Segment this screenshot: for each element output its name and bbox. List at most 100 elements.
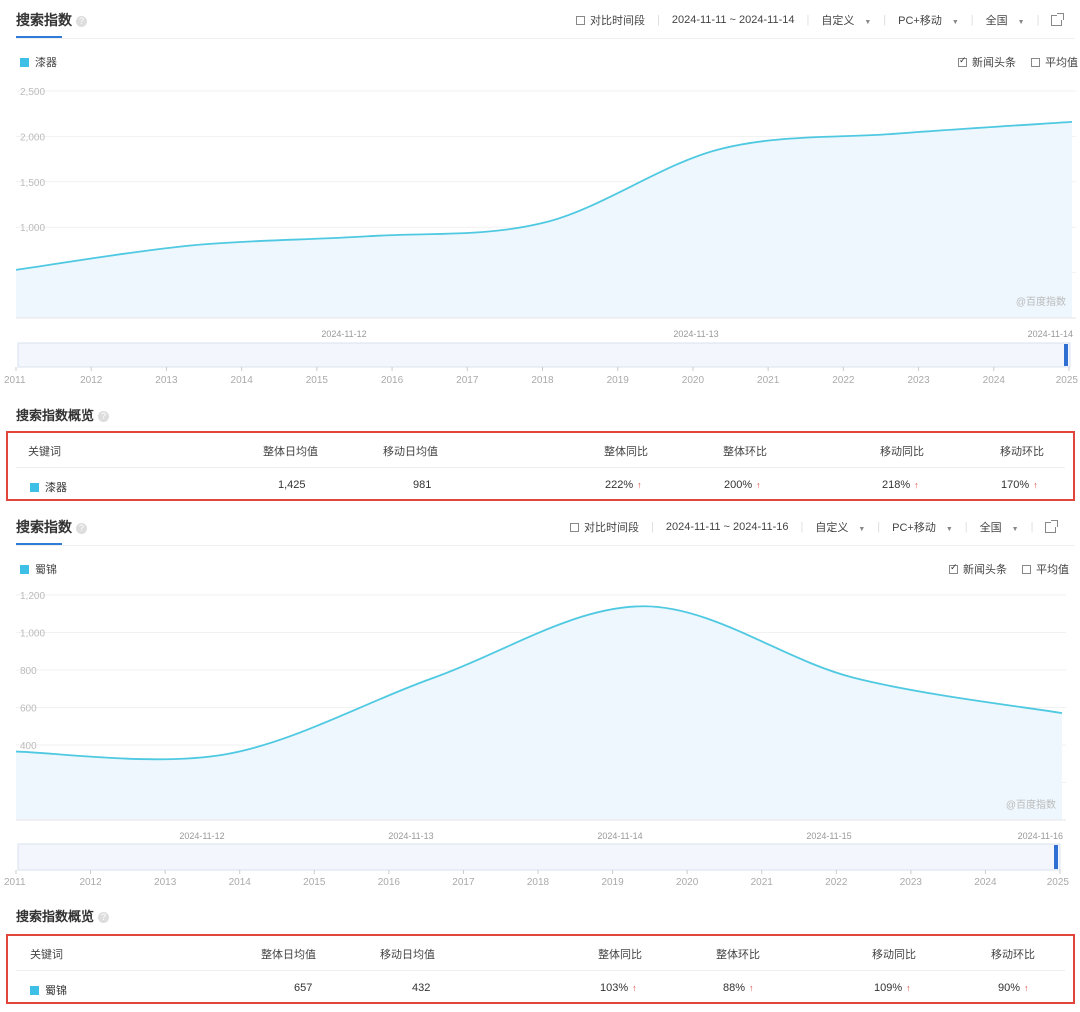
x-tick-label: 2024-11-12 [179, 831, 224, 841]
col-mobile-mom: 移动环比 [1000, 446, 1044, 458]
question-circle-icon[interactable]: ? [98, 912, 110, 923]
legend-item[interactable]: 漆器 [20, 54, 57, 70]
date-range[interactable]: 2024-11-11 ~ 2024-11-14 [671, 14, 795, 26]
compare-checkbox[interactable]: 对比时间段 [570, 519, 639, 535]
year-label: 2019 [601, 877, 624, 888]
arrow-up-icon: ↑ [749, 983, 754, 993]
arrow-up-icon: ↑ [637, 480, 642, 490]
y-tick-label: 2,000 [20, 132, 45, 143]
y-tick-label: 1,500 [20, 178, 45, 189]
checkbox-icon[interactable] [570, 523, 579, 532]
arrow-up-icon: ↑ [1024, 983, 1029, 993]
tab-underline [16, 543, 62, 545]
news-checkbox[interactable]: 新闻头条 [958, 55, 1016, 69]
search-index-panel: 搜索指数? 对比时间段 | 2024-11-11 ~ 2024-11-16 | … [0, 507, 1080, 1012]
arrow-up-icon: ↑ [914, 480, 919, 490]
y-tick-label: 1,000 [20, 223, 45, 234]
x-tick-label: 2024-11-16 [1018, 831, 1063, 841]
average-checkbox[interactable]: 平均值 [1031, 57, 1078, 69]
x-tick-label: 2024-11-14 [597, 831, 642, 841]
year-label: 2016 [378, 877, 401, 888]
x-tick-label: 2024-11-13 [673, 329, 718, 339]
news-checkbox[interactable]: 新闻头条 [949, 562, 1007, 576]
external-link-icon[interactable] [1045, 519, 1059, 533]
question-circle-icon[interactable]: ? [98, 411, 110, 422]
row-keyword: 漆器 [30, 479, 67, 495]
region-dropdown[interactable]: 全国 ▼ [979, 522, 1019, 534]
overall-mom-value: 88% ↑ [723, 982, 754, 994]
caret-down-icon: ▼ [864, 19, 872, 26]
col-overall-yoy: 整体同比 [598, 949, 642, 961]
year-label: 2015 [303, 877, 326, 888]
header-divider [16, 545, 1074, 546]
year-label: 2012 [80, 375, 103, 386]
year-label: 2016 [381, 375, 404, 386]
overall-avg-value: 1,425 [278, 479, 306, 491]
custom-range-dropdown[interactable]: 自定义 ▼ [821, 15, 872, 27]
device-dropdown[interactable]: PC+移动 ▼ [892, 522, 953, 534]
arrow-up-icon: ↑ [906, 983, 911, 993]
legend-swatch [30, 483, 39, 492]
mobile-avg-value: 981 [413, 479, 432, 491]
question-circle-icon[interactable]: ? [76, 16, 87, 27]
col-mobile-avg: 移动日均值 [380, 949, 435, 961]
area-chart: 5001,0001,5002,0002,5002024-11-122024-11… [4, 87, 1079, 386]
year-label: 2012 [79, 877, 102, 888]
year-label: 2017 [456, 375, 479, 386]
date-range[interactable]: 2024-11-11 ~ 2024-11-16 [665, 521, 789, 533]
year-label: 2019 [607, 375, 630, 386]
series-area [16, 121, 1072, 318]
year-label: 2011 [4, 877, 26, 888]
navigator-handle [1054, 845, 1058, 869]
overall-avg-value: 657 [294, 982, 313, 994]
legend-swatch [20, 564, 29, 574]
y-tick-label: 400 [20, 741, 37, 752]
year-label: 2014 [231, 375, 254, 386]
region-dropdown[interactable]: 全国 ▼ [985, 15, 1025, 27]
mobile-avg-value: 432 [412, 982, 431, 994]
col-mobile-yoy: 移动同比 [880, 446, 924, 458]
external-link-icon[interactable] [1051, 12, 1065, 26]
series-line [15, 605, 1063, 761]
y-tick-label: 600 [20, 704, 37, 715]
series-area [16, 606, 1062, 820]
custom-range-dropdown[interactable]: 自定义 ▼ [815, 522, 866, 534]
caret-down-icon: ▼ [945, 526, 953, 533]
col-mobile-yoy: 移动同比 [872, 949, 916, 961]
question-circle-icon[interactable]: ? [76, 523, 87, 534]
y-tick-label: 800 [20, 666, 37, 677]
arrow-up-icon: ↑ [1033, 480, 1038, 490]
overall-yoy-value: 222% ↑ [605, 479, 642, 491]
checkbox-icon[interactable] [576, 16, 585, 25]
overall-yoy-value: 103% ↑ [600, 982, 637, 994]
caret-down-icon: ▼ [951, 19, 959, 26]
mobile-yoy-value: 109% ↑ [874, 982, 911, 994]
year-label: 2025 [1056, 375, 1079, 386]
year-label: 2020 [682, 375, 705, 386]
year-label: 2017 [452, 877, 475, 888]
panel-title[interactable]: 搜索指数? [16, 10, 87, 30]
mobile-yoy-value: 218% ↑ [882, 479, 919, 491]
year-label: 2021 [751, 877, 774, 888]
year-label: 2018 [531, 375, 554, 386]
year-label: 2025 [1047, 877, 1070, 888]
year-label: 2013 [154, 877, 177, 888]
arrow-up-icon: ↑ [632, 983, 637, 993]
header-divider [16, 38, 1074, 39]
overall-mom-value: 200% ↑ [724, 479, 761, 491]
compare-checkbox[interactable]: 对比时间段 [576, 12, 645, 28]
device-dropdown[interactable]: PC+移动 ▼ [898, 15, 959, 27]
legend-item[interactable]: 蜀锦 [20, 561, 57, 577]
row-keyword: 蜀锦 [30, 982, 67, 998]
chart-options: 新闻头条 平均值 [937, 561, 1069, 577]
panel-title[interactable]: 搜索指数? [16, 517, 87, 537]
x-tick-label: 2024-11-15 [806, 831, 851, 841]
col-overall-mom: 整体环比 [723, 446, 767, 458]
col-keyword: 关键词 [28, 446, 61, 458]
year-label: 2024 [974, 877, 997, 888]
caret-down-icon: ▼ [1017, 19, 1025, 26]
area-chart: 2004006008001,0001,2002024-11-122024-11-… [4, 591, 1070, 888]
x-tick-label: 2024-11-14 [1028, 329, 1073, 339]
overview-table: 关键词 整体日均值 移动日均值 整体同比 整体环比 移动同比 移动环比 漆器 1… [6, 431, 1075, 501]
average-checkbox[interactable]: 平均值 [1022, 564, 1069, 576]
